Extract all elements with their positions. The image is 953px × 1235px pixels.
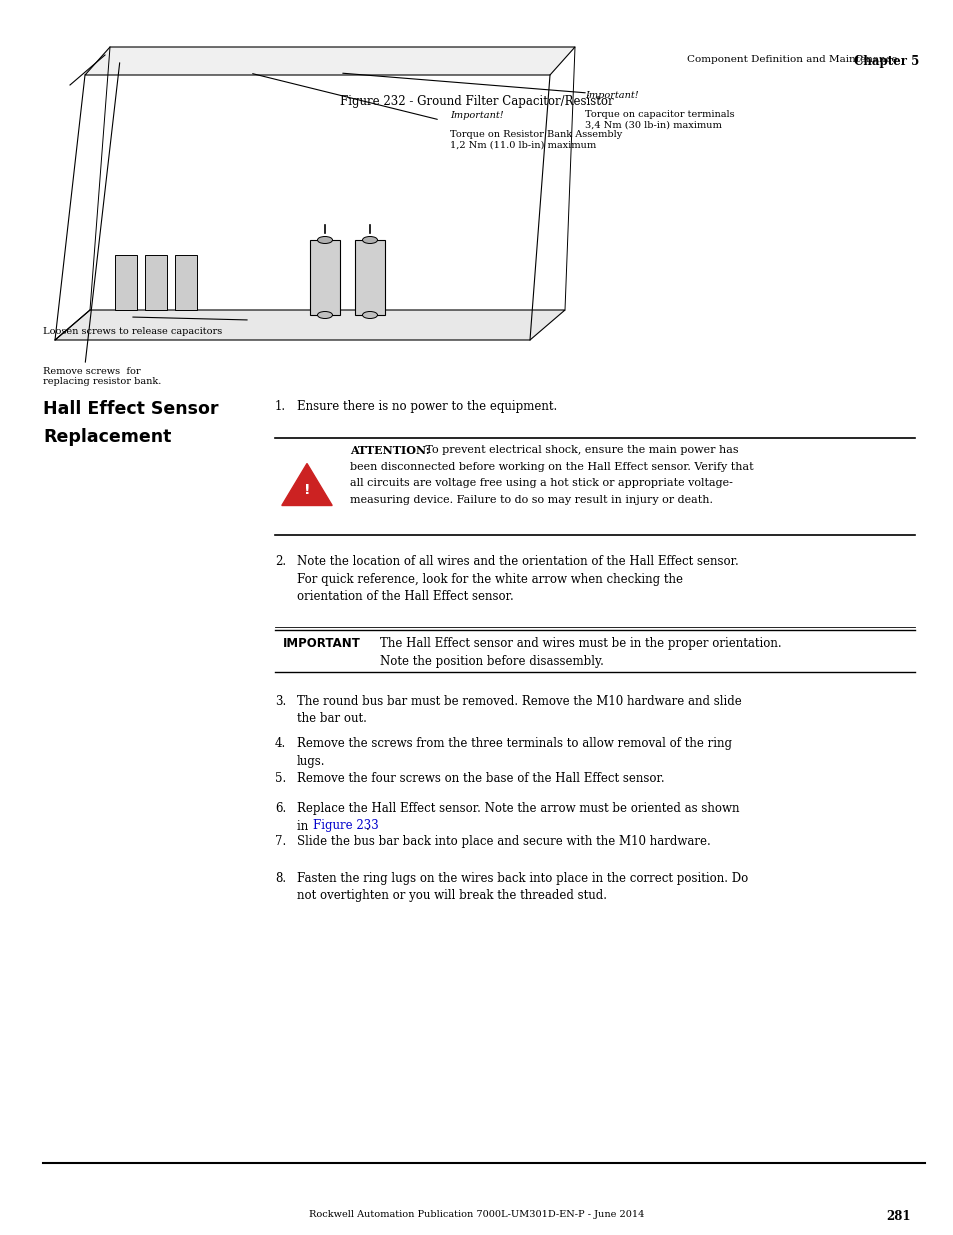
Bar	[174, 254, 196, 310]
Polygon shape	[281, 463, 332, 505]
Text: Ensure there is no power to the equipment.: Ensure there is no power to the equipmen…	[296, 400, 557, 412]
Polygon shape	[55, 310, 564, 340]
Text: Note the position before disassembly.: Note the position before disassembly.	[379, 655, 603, 667]
Text: 7.: 7.	[274, 835, 286, 848]
Text: Figure 233: Figure 233	[313, 820, 378, 832]
Text: 3.: 3.	[274, 695, 286, 708]
Text: To prevent electrical shock, ensure the main power has: To prevent electrical shock, ensure the …	[421, 445, 738, 454]
Text: 5.: 5.	[274, 772, 286, 785]
Text: Note the location of all wires and the orientation of the Hall Effect sensor.: Note the location of all wires and the o…	[296, 555, 738, 568]
Text: Slide the bus bar back into place and secure with the M10 hardware.: Slide the bus bar back into place and se…	[296, 835, 710, 848]
Ellipse shape	[362, 311, 377, 319]
Text: Replace the Hall Effect sensor. Note the arrow must be oriented as shown: Replace the Hall Effect sensor. Note the…	[296, 802, 739, 815]
Text: Chapter 5: Chapter 5	[853, 56, 918, 68]
Text: orientation of the Hall Effect sensor.: orientation of the Hall Effect sensor.	[296, 590, 514, 603]
Text: Rockwell Automation Publication 7000L-UM301D-EN-P - June 2014: Rockwell Automation Publication 7000L-UM…	[309, 1210, 644, 1219]
Bar	[145, 254, 167, 310]
Text: ATTENTION:: ATTENTION:	[350, 445, 429, 456]
Text: Remove screws  for
replacing resistor bank.: Remove screws for replacing resistor ban…	[43, 367, 161, 387]
Text: Figure 232 - Ground Filter Capacitor/Resistor: Figure 232 - Ground Filter Capacitor/Res…	[340, 95, 613, 107]
Text: Torque on capacitor terminals
3,4 Nm (30 lb-in) maximum: Torque on capacitor terminals 3,4 Nm (30…	[584, 110, 734, 130]
Text: Important!: Important!	[450, 111, 503, 120]
Text: Remove the four screws on the base of the Hall Effect sensor.: Remove the four screws on the base of th…	[296, 772, 664, 785]
Ellipse shape	[362, 236, 377, 243]
Text: Torque on Resistor Bank Assembly
1,2 Nm (11.0 lb-in) maximum: Torque on Resistor Bank Assembly 1,2 Nm …	[450, 130, 621, 149]
Text: Replacement: Replacement	[43, 429, 172, 446]
Text: .: .	[366, 820, 370, 832]
Text: Fasten the ring lugs on the wires back into place in the correct position. Do: Fasten the ring lugs on the wires back i…	[296, 872, 747, 885]
Text: not overtighten or you will break the threaded stud.: not overtighten or you will break the th…	[296, 889, 606, 903]
Ellipse shape	[317, 311, 333, 319]
Bar	[115, 254, 137, 310]
Text: Component Definition and Maintenance: Component Definition and Maintenance	[687, 56, 910, 64]
Text: 6.: 6.	[274, 802, 286, 815]
Text: Hall Effect Sensor: Hall Effect Sensor	[43, 400, 218, 417]
Bar	[355, 240, 385, 315]
Text: 2.: 2.	[274, 555, 286, 568]
Bar	[310, 240, 339, 315]
Text: !: !	[303, 483, 310, 496]
Text: 4.: 4.	[274, 737, 286, 750]
Text: Loosen screws to release capacitors: Loosen screws to release capacitors	[43, 327, 222, 336]
Text: The Hall Effect sensor and wires must be in the proper orientation.: The Hall Effect sensor and wires must be…	[379, 637, 781, 650]
Text: the bar out.: the bar out.	[296, 713, 367, 725]
Text: 281: 281	[885, 1210, 910, 1223]
Text: For quick reference, look for the white arrow when checking the: For quick reference, look for the white …	[296, 573, 682, 585]
Text: 1.: 1.	[274, 400, 286, 412]
Text: in: in	[296, 820, 312, 832]
Text: IMPORTANT: IMPORTANT	[283, 637, 360, 650]
Text: lugs.: lugs.	[296, 755, 325, 767]
Text: Remove the screws from the three terminals to allow removal of the ring: Remove the screws from the three termina…	[296, 737, 731, 750]
Text: all circuits are voltage free using a hot stick or appropriate voltage-: all circuits are voltage free using a ho…	[350, 478, 732, 488]
Ellipse shape	[317, 236, 333, 243]
Text: Important!: Important!	[584, 91, 638, 100]
Text: measuring device. Failure to do so may result in injury or death.: measuring device. Failure to do so may r…	[350, 494, 712, 505]
Text: The round bus bar must be removed. Remove the M10 hardware and slide: The round bus bar must be removed. Remov…	[296, 695, 741, 708]
Polygon shape	[85, 47, 575, 75]
Text: been disconnected before working on the Hall Effect sensor. Verify that: been disconnected before working on the …	[350, 462, 753, 472]
Text: 8.: 8.	[274, 872, 286, 885]
